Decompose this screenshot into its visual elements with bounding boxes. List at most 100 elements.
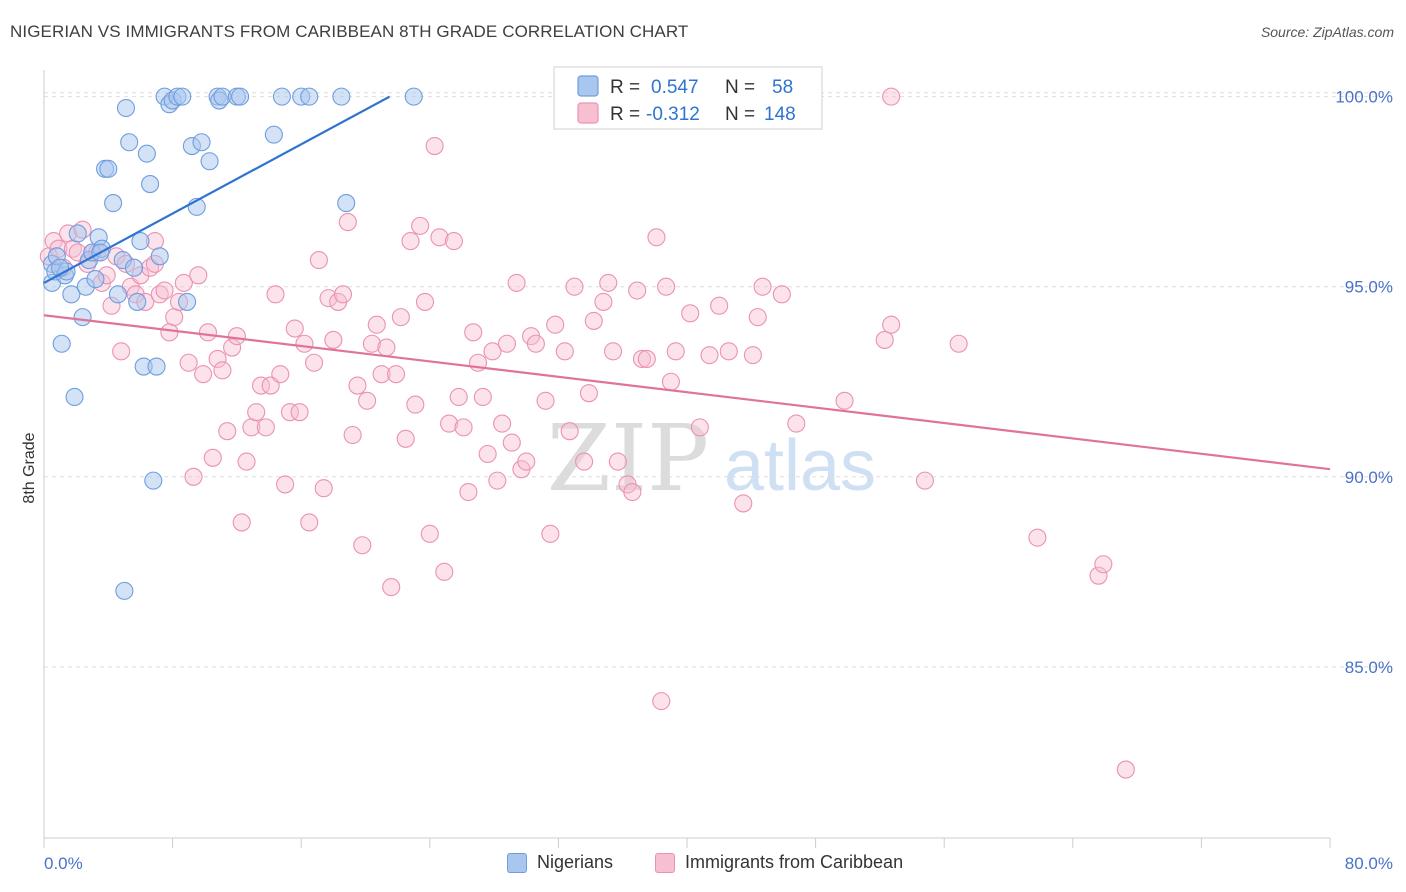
caribbean-point: [449, 387, 468, 407]
x-tick-label: 80.0%: [1345, 854, 1393, 873]
zipatlas-watermark: ZIP atlas: [547, 405, 876, 512]
caribbean-point: [915, 471, 934, 490]
caribbean-point: [478, 444, 497, 464]
nigerian-point: [332, 87, 351, 106]
legend-r-label-1: R =: [610, 77, 640, 98]
caribbean-point: [295, 334, 314, 353]
caribbean-point: [280, 403, 299, 422]
caribbean-point: [194, 365, 213, 384]
nigerian-point: [178, 292, 197, 311]
caribbean-point: [227, 327, 246, 346]
legend-item-nigerians: Nigerians: [507, 852, 613, 873]
caribbean-point: [198, 323, 218, 342]
nigerian-point: [192, 133, 211, 152]
caribbean-point: [734, 494, 753, 513]
caribbean-point: [565, 277, 584, 296]
caribbean-point: [632, 349, 652, 369]
caribbean-point: [502, 433, 521, 452]
nigerian-point: [86, 270, 105, 289]
legend-swatch-caribbean: [577, 102, 599, 124]
caribbean-point: [382, 578, 401, 597]
y-tick-label: 100.0%: [1335, 88, 1393, 107]
caribbean-point: [637, 349, 656, 369]
caribbean-point: [560, 422, 579, 441]
caribbean-point: [386, 365, 406, 384]
legend-r-value-2: -0.312: [646, 104, 700, 125]
y-tick-label: 85.0%: [1345, 658, 1393, 677]
watermark-zip: ZIP: [547, 405, 709, 512]
nigerian-point: [144, 471, 163, 490]
caribbean-point: [546, 315, 565, 334]
caribbean-point: [411, 216, 430, 235]
x-tick-label: 0.0%: [44, 854, 83, 873]
caribbean-point: [594, 292, 613, 311]
caribbean-point: [575, 452, 594, 471]
caribbean-point: [266, 285, 285, 304]
caribbean-point: [396, 429, 415, 448]
caribbean-point: [541, 524, 560, 543]
nigerian-point: [108, 285, 127, 304]
caribbean-point: [372, 365, 391, 384]
caribbean-point: [652, 692, 671, 711]
legend-label-nigerians: Nigerians: [537, 852, 614, 872]
y-tick-label: 90.0%: [1345, 468, 1393, 487]
legend-label-caribbean: Immigrants from Caribbean: [685, 852, 904, 872]
legend-item-caribbean: Immigrants from Caribbean: [655, 852, 903, 873]
caribbean-point: [1094, 555, 1113, 574]
caribbean-point: [160, 323, 179, 342]
nigerian-point: [272, 87, 291, 106]
legend-swatch-nigerians: [577, 75, 599, 97]
caribbean-point: [189, 266, 208, 285]
caribbean-point: [367, 315, 386, 334]
caribbean-point: [772, 285, 791, 304]
nigerian-trend-line: [43, 95, 391, 284]
caribbean-point: [174, 273, 193, 292]
caribbean-point: [473, 387, 492, 407]
caribbean-point: [875, 330, 894, 349]
caribbean-point: [710, 296, 729, 315]
caribbean-point: [743, 346, 762, 365]
caribbean-point: [165, 308, 184, 327]
nigerian-point: [124, 258, 144, 277]
caribbean-point: [208, 349, 227, 369]
nigerian-point: [173, 87, 192, 106]
caribbean-point: [835, 391, 854, 410]
nigerian-point: [65, 387, 84, 407]
caribbean-point: [690, 418, 709, 437]
caribbean-point: [256, 418, 275, 437]
nigerian-point: [62, 285, 81, 304]
caribbean-point: [391, 308, 410, 327]
caribbean-point: [358, 391, 377, 410]
caribbean-point: [333, 285, 353, 304]
caribbean-point: [555, 342, 574, 361]
caribbean-point: [657, 277, 676, 296]
caribbean-point: [700, 346, 719, 365]
caribbean-point: [203, 448, 222, 467]
caribbean-point: [430, 228, 449, 247]
caribbean-point: [319, 289, 338, 308]
legend-n-label-2: N =: [725, 104, 755, 125]
caribbean-point: [425, 136, 444, 156]
caribbean-point: [497, 334, 517, 353]
caribbean-point: [290, 403, 309, 422]
caribbean-point: [748, 308, 767, 327]
trend-lines: [43, 95, 1331, 471]
caribbean-point: [401, 232, 420, 251]
caribbean-point: [415, 292, 435, 311]
caribbean-point: [237, 452, 256, 471]
caribbean-point: [454, 418, 473, 437]
nigerian-point: [147, 357, 166, 376]
nigerian-point: [264, 125, 283, 144]
nigerian-point: [404, 87, 423, 106]
caribbean-point: [1028, 528, 1047, 547]
swatch-nigerians: [507, 852, 527, 873]
caribbean-point: [459, 482, 478, 502]
caribbean-point: [324, 330, 343, 349]
nigerian-point: [52, 334, 71, 353]
nigerian-point: [120, 133, 139, 152]
nigerian-point: [337, 194, 356, 213]
y-tick-label: 95.0%: [1345, 278, 1393, 297]
caribbean-point: [271, 365, 290, 384]
source-credit: Source: ZipAtlas.com: [1260, 24, 1394, 40]
